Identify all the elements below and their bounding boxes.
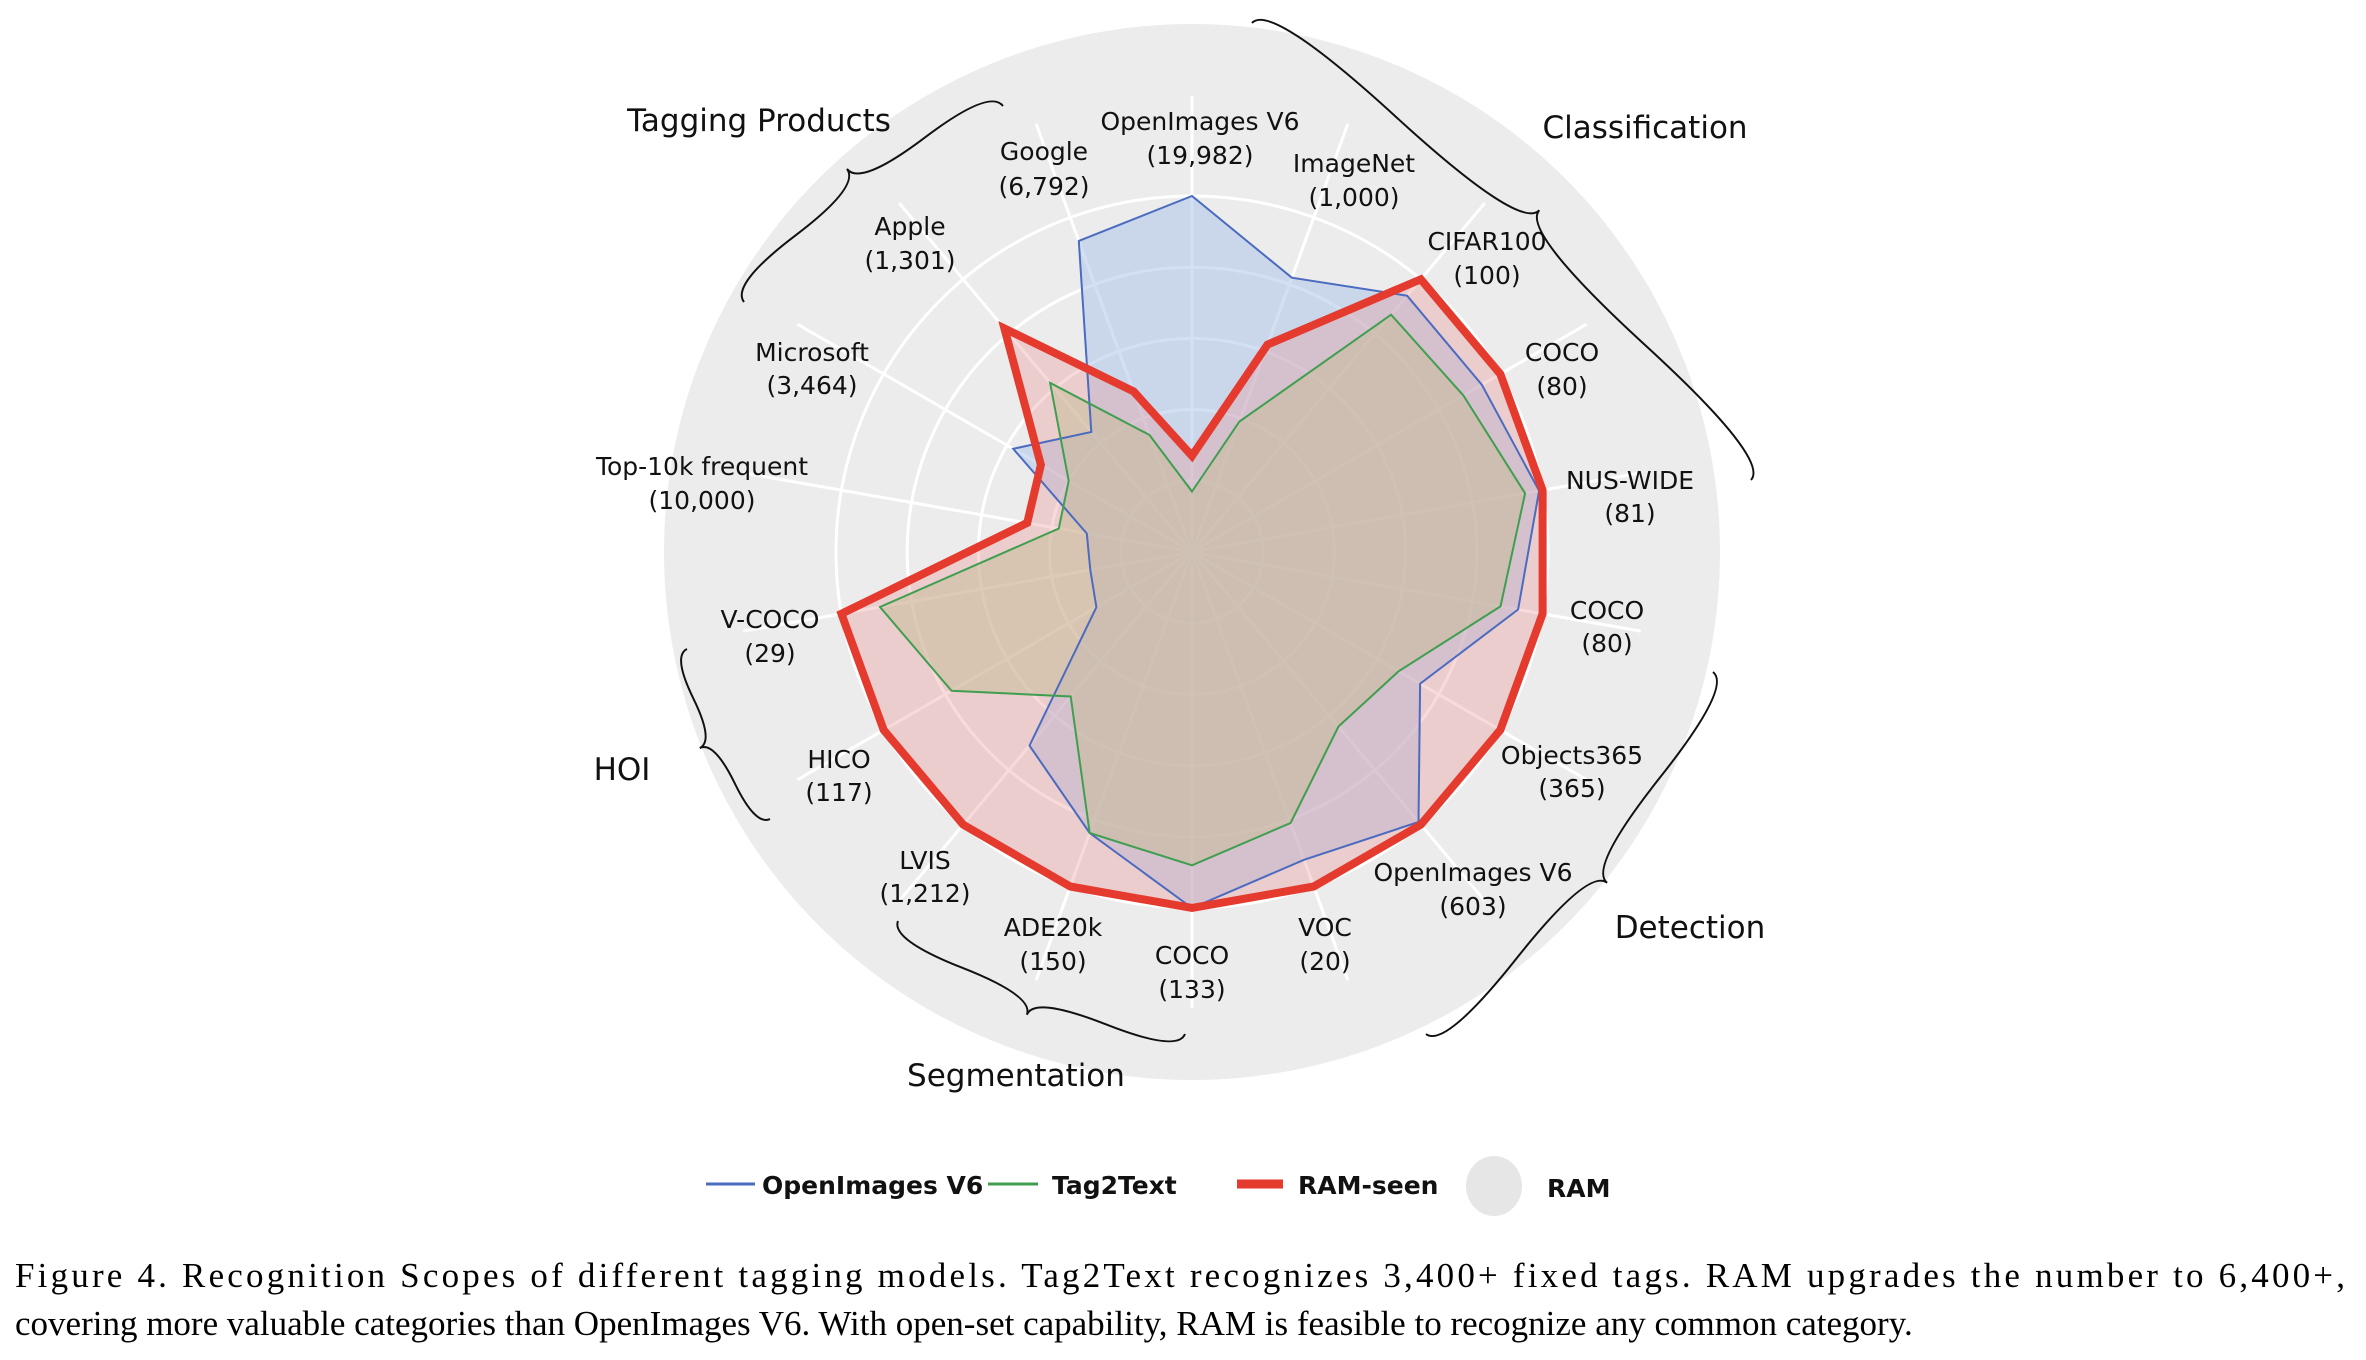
axis-label: OpenImages V6	[1373, 858, 1572, 887]
axis-label: V-COCO	[721, 605, 820, 634]
brace-classification	[1251, 18, 1755, 481]
axis-label: Google	[1000, 137, 1088, 166]
axis-count: (3,464)	[766, 371, 857, 400]
legend-label-openimages: OpenImages V6	[762, 1171, 983, 1200]
axis-count: (100)	[1453, 261, 1520, 290]
axis-label: VOC	[1298, 913, 1352, 942]
group-braces	[680, 18, 1755, 1043]
axis-count: (81)	[1604, 499, 1655, 528]
axis-label: CIFAR100	[1427, 227, 1546, 256]
axis-count: (10,000)	[649, 486, 756, 515]
group-label-classification: Classification	[1542, 110, 1747, 146]
figure-caption-line2: covering more valuable categories than O…	[15, 1304, 1913, 1343]
legend: OpenImages V6 Tag2Text RAM-seen RAM	[706, 1156, 1610, 1216]
axis-label: OpenImages V6	[1100, 107, 1299, 136]
axis-label: Microsoft	[755, 338, 869, 367]
axis-label: ADE20k	[1004, 913, 1103, 942]
group-label-segmentation: Segmentation	[907, 1058, 1125, 1094]
legend-label-ram-seen: RAM-seen	[1298, 1171, 1438, 1200]
legend-label-tag2text: Tag2Text	[1052, 1171, 1177, 1200]
series-tag2text-area	[880, 314, 1526, 866]
axis-label: LVIS	[899, 846, 951, 875]
axis-count: (1,212)	[879, 879, 970, 908]
axis-count: (19,982)	[1147, 141, 1254, 170]
series-layer	[836, 194, 1547, 913]
axis-count: (150)	[1019, 947, 1086, 976]
axis-label: Top-10k frequent	[595, 452, 808, 481]
group-label-hoi: HOI	[594, 752, 651, 788]
axis-label: Apple	[874, 212, 945, 241]
legend-swatch-ram	[1466, 1156, 1522, 1216]
axis-count: (365)	[1538, 774, 1605, 803]
axis-label: HICO	[807, 745, 870, 774]
axis-count: (133)	[1158, 975, 1225, 1004]
axis-count: (29)	[744, 639, 795, 668]
brace-segmentation	[896, 920, 1186, 1043]
axis-label: NUS-WIDE	[1566, 466, 1694, 495]
axis-label: ImageNet	[1293, 149, 1415, 178]
axis-count: (1,301)	[864, 246, 955, 275]
axis-count: (80)	[1581, 629, 1632, 658]
series-ram-seen-area	[841, 279, 1543, 908]
axis-labels: OpenImages V6 (19,982) ImageNet (1,000) …	[595, 107, 1694, 1004]
axis-label: Objects365	[1501, 741, 1643, 770]
series-ram-seen-line	[836, 274, 1547, 913]
axis-label: COCO	[1570, 596, 1644, 625]
axis-count: (6,792)	[998, 172, 1089, 201]
series-tag2text-line	[878, 313, 1527, 867]
axis-count: (117)	[805, 778, 872, 807]
legend-label-ram: RAM	[1547, 1174, 1610, 1203]
group-label-detection: Detection	[1615, 910, 1766, 946]
axis-count: (603)	[1439, 892, 1506, 921]
axis-count: (80)	[1536, 372, 1587, 401]
axis-count: (1,000)	[1308, 183, 1399, 212]
figure-caption-line1: Figure 4. Recognition Scopes of differen…	[15, 1256, 2345, 1295]
brace-hoi	[680, 648, 771, 821]
axis-label: COCO	[1155, 941, 1229, 970]
group-label-tagging-products: Tagging Products	[626, 103, 891, 139]
axis-label: COCO	[1525, 338, 1599, 367]
axis-count: (20)	[1299, 947, 1350, 976]
brace-detection	[1425, 671, 1718, 1038]
brace-tagging-products	[740, 100, 1004, 303]
